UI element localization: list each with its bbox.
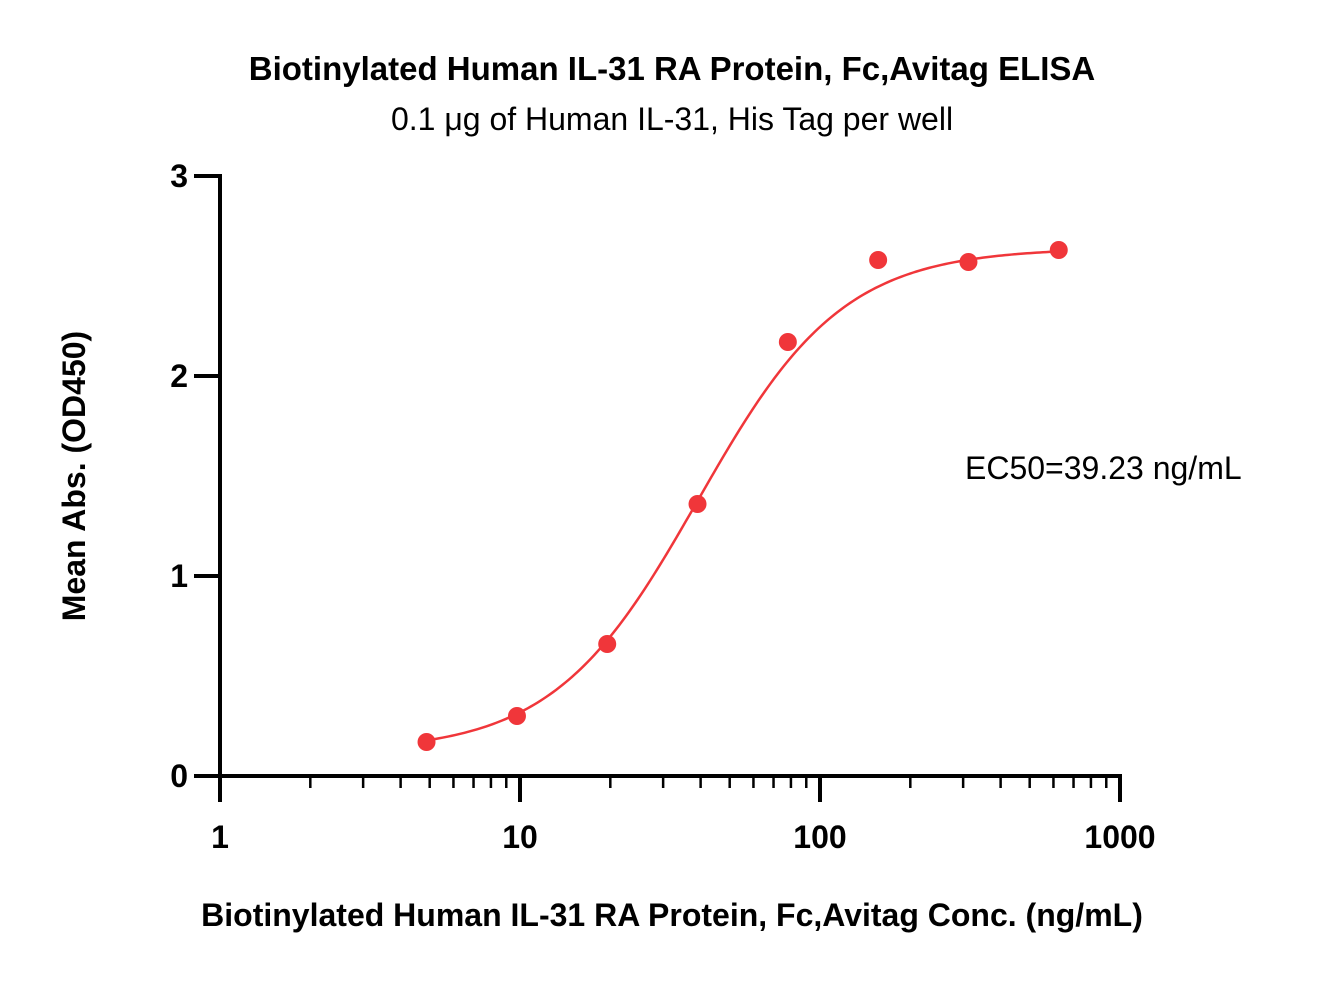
y-axis-label: Mean Abs. (OD450) bbox=[56, 331, 92, 621]
x-axis-label: Biotinylated Human IL-31 RA Protein, Fc,… bbox=[201, 897, 1143, 933]
ec50-annotation: EC50=39.23 ng/mL bbox=[965, 450, 1242, 486]
data-point bbox=[417, 733, 436, 751]
fit-curve bbox=[426, 250, 1059, 742]
axes bbox=[194, 174, 1122, 802]
data-point bbox=[869, 251, 888, 269]
data-point bbox=[507, 707, 526, 725]
x-tick-label: 100 bbox=[793, 819, 846, 855]
y-tick-label: 1 bbox=[170, 558, 188, 594]
x-tick-label: 10 bbox=[502, 819, 538, 855]
y-tick-label: 0 bbox=[170, 758, 188, 794]
data-point bbox=[959, 253, 978, 271]
chart-subtitle: 0.1 μg of Human IL-31, His Tag per well bbox=[391, 101, 953, 137]
x-tick-label: 1 bbox=[211, 819, 229, 855]
data-points bbox=[417, 241, 1068, 751]
data-point bbox=[688, 495, 707, 513]
x-tick-label: 1000 bbox=[1084, 819, 1155, 855]
y-tick-label: 2 bbox=[170, 358, 188, 394]
data-point bbox=[778, 333, 797, 351]
data-point bbox=[1049, 241, 1068, 259]
data-point bbox=[598, 635, 617, 653]
y-tick-label: 3 bbox=[170, 158, 188, 194]
chart-title: Biotinylated Human IL-31 RA Protein, Fc,… bbox=[249, 50, 1096, 87]
